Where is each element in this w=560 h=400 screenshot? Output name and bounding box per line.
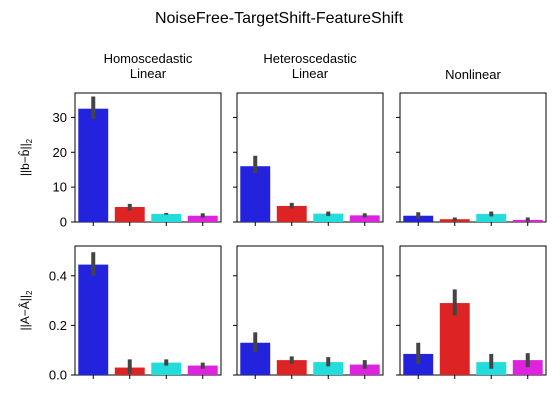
bar bbox=[276, 205, 307, 222]
y-tick-label: 0.4 bbox=[49, 268, 67, 283]
bar bbox=[476, 213, 507, 222]
y-tick-label: 20 bbox=[53, 145, 67, 160]
y-tick-label: 30 bbox=[53, 110, 67, 125]
column-title: Heteroscedastic bbox=[263, 51, 357, 66]
y-tick-label: 0 bbox=[60, 215, 67, 230]
chart-title: NoiseFree-TargetShift-FeatureShift bbox=[155, 10, 404, 27]
bar bbox=[187, 215, 218, 222]
column-title: Nonlinear bbox=[445, 67, 501, 82]
bar bbox=[313, 213, 344, 222]
panel-frame bbox=[399, 92, 547, 223]
bar bbox=[187, 365, 218, 375]
column-title: Linear bbox=[130, 66, 167, 81]
panel-frame bbox=[399, 245, 547, 376]
y-tick-label: 0.0 bbox=[49, 368, 67, 383]
bar bbox=[403, 353, 434, 375]
bar bbox=[512, 360, 543, 375]
panel-frame bbox=[236, 92, 384, 223]
panel-frame bbox=[74, 245, 222, 376]
y-axis-label: ||A−Â||2 bbox=[17, 290, 34, 330]
y-tick-label: 10 bbox=[53, 180, 67, 195]
panel-frame bbox=[236, 245, 384, 376]
bar bbox=[276, 360, 307, 375]
bar bbox=[349, 364, 380, 375]
column-title: Linear bbox=[292, 66, 329, 81]
y-tick-label: 0.2 bbox=[49, 318, 67, 333]
panel-frame bbox=[74, 92, 222, 223]
bar bbox=[349, 215, 380, 222]
y-axis-label-subscript: 2 bbox=[25, 290, 34, 295]
bar bbox=[151, 213, 182, 222]
bar bbox=[78, 264, 109, 375]
bar bbox=[114, 207, 145, 222]
bar bbox=[403, 215, 434, 222]
y-axis-label: ||b−b̂||2 bbox=[17, 138, 34, 176]
chart-plot-area: HomoscedasticLinearHeteroscedasticLinear… bbox=[17, 51, 547, 383]
bar bbox=[313, 362, 344, 375]
y-axis-label-subscript: 2 bbox=[25, 138, 34, 143]
bar bbox=[240, 166, 271, 222]
bar bbox=[151, 362, 182, 375]
bar bbox=[78, 108, 109, 222]
column-title: Homoscedastic bbox=[104, 51, 193, 66]
